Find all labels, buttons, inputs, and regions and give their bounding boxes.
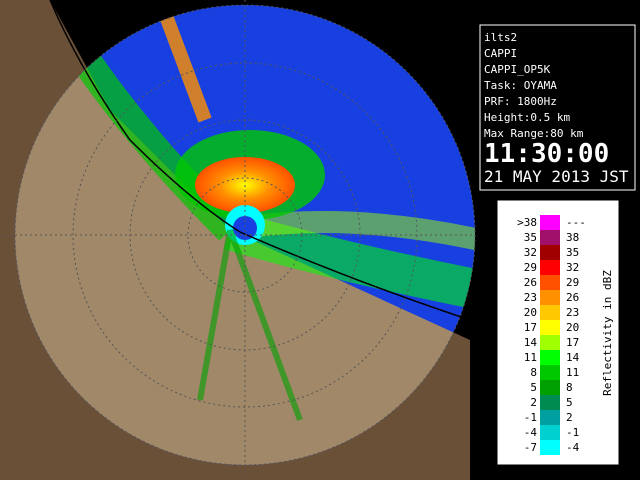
info-line: Height:0.5 km bbox=[484, 111, 570, 124]
info-line: PRF: 1800Hz bbox=[484, 95, 557, 108]
color-swatch bbox=[540, 335, 560, 350]
color-swatch bbox=[540, 215, 560, 230]
legend-high: 23 bbox=[566, 306, 579, 319]
legend-low: 11 bbox=[524, 351, 537, 364]
legend-high: 32 bbox=[566, 261, 579, 274]
legend-title: Reflectivity in dBZ bbox=[601, 270, 614, 396]
legend-high: 29 bbox=[566, 276, 579, 289]
color-swatch bbox=[540, 350, 560, 365]
legend-low: 26 bbox=[524, 276, 537, 289]
legend-low: 20 bbox=[524, 306, 537, 319]
info-line: CAPPI bbox=[484, 47, 517, 60]
color-swatch bbox=[540, 425, 560, 440]
info-line: CAPPI_OP5K bbox=[484, 63, 551, 76]
color-swatch bbox=[540, 245, 560, 260]
legend-high: 5 bbox=[566, 396, 573, 409]
legend-low: 5 bbox=[530, 381, 537, 394]
info-panel: 11:30:00 21 MAY 2013 JST bbox=[479, 24, 636, 191]
color-swatch bbox=[540, 410, 560, 425]
date: 21 MAY 2013 JST bbox=[484, 167, 629, 186]
legend-high: 17 bbox=[566, 336, 579, 349]
legend-high: 11 bbox=[566, 366, 579, 379]
color-swatch bbox=[540, 380, 560, 395]
legend-low: -7 bbox=[524, 441, 537, 454]
color-swatch bbox=[540, 230, 560, 245]
legend-low: 32 bbox=[524, 246, 537, 259]
legend-high: 26 bbox=[566, 291, 579, 304]
range-rings bbox=[0, 0, 476, 480]
legend-high: --- bbox=[566, 216, 586, 229]
info-line: Task: OYAMA bbox=[484, 79, 557, 92]
legend-high: 14 bbox=[566, 351, 580, 364]
legend-low: 17 bbox=[524, 321, 537, 334]
color-swatch bbox=[540, 290, 560, 305]
legend-high: -4 bbox=[566, 441, 580, 454]
color-swatch bbox=[540, 320, 560, 335]
legend-low: 2 bbox=[530, 396, 537, 409]
color-swatch bbox=[540, 260, 560, 275]
legend-low: 35 bbox=[524, 231, 537, 244]
legend-high: 38 bbox=[566, 231, 579, 244]
info-line: ilts2 bbox=[484, 31, 517, 44]
map bbox=[0, 0, 476, 480]
color-swatch bbox=[540, 440, 560, 455]
legend-high: 8 bbox=[566, 381, 573, 394]
time: 11:30:00 bbox=[484, 139, 609, 169]
legend-low: 23 bbox=[524, 291, 537, 304]
legend-low: -1 bbox=[524, 411, 537, 424]
legend-low: >38 bbox=[517, 216, 537, 229]
legend-high: 20 bbox=[566, 321, 579, 334]
info-box bbox=[479, 24, 636, 191]
color-swatch bbox=[540, 275, 560, 290]
legend-low: 29 bbox=[524, 261, 537, 274]
color-swatch bbox=[540, 305, 560, 320]
legend-low: -4 bbox=[524, 426, 538, 439]
legend-low: 8 bbox=[530, 366, 537, 379]
legend-low: 14 bbox=[524, 336, 538, 349]
legend-high: 35 bbox=[566, 246, 579, 259]
color-swatch bbox=[540, 395, 560, 410]
legend-high: -1 bbox=[566, 426, 579, 439]
info-line: Max Range:80 km bbox=[484, 127, 584, 140]
legend-high: 2 bbox=[566, 411, 573, 424]
color-swatch bbox=[540, 365, 560, 380]
